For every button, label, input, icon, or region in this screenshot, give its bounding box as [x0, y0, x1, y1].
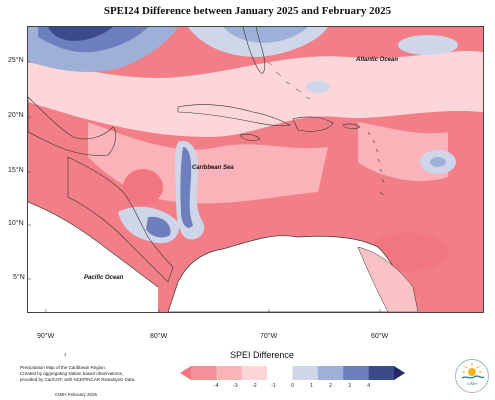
- dry-spot-honduras: [123, 169, 163, 205]
- colorbar-cell: [191, 366, 217, 380]
- land-bahamas: [267, 61, 311, 100]
- footnote-marker: 1: [64, 352, 67, 357]
- pacific-nodata: [28, 202, 158, 312]
- footnote-line-3: provided by CariCOF, with NCEP/NCAR Rean…: [20, 377, 136, 382]
- colorbar-cell: [292, 366, 319, 380]
- lat-label-5n: 5°N: [13, 274, 25, 281]
- footnote-line-2: Created by aggregating station based obs…: [20, 371, 124, 376]
- lat-label-15n: 15°N: [8, 167, 24, 174]
- colorbar-min-arrow: [180, 366, 191, 380]
- coast-pacific: [28, 201, 159, 288]
- map-area: [27, 26, 484, 313]
- label-atlantic-ocean: Atlantic Ocean: [356, 57, 399, 63]
- wet-spot-bahamas: [306, 81, 330, 93]
- wet-zone-caribbean-core: [180, 147, 193, 228]
- lat-label-20n: 20°N: [8, 112, 24, 119]
- lon-label-80w: 80°W: [150, 333, 168, 340]
- legend-colorbar: [180, 366, 405, 380]
- legend-tick-label: -4: [214, 383, 219, 389]
- legend-tick-label: -3: [233, 383, 238, 389]
- logo-text: CIMH: [466, 381, 478, 386]
- land-mexico: [28, 96, 117, 156]
- wet-zone-ne: [398, 35, 458, 55]
- land-florida: [242, 27, 266, 74]
- land-hispaniola: [292, 116, 334, 132]
- legend-tick-label: 4: [367, 383, 371, 389]
- legend-tick-label: 0: [291, 383, 294, 389]
- legend-tick-label: 3: [348, 383, 351, 389]
- legend-tick-label: -2: [252, 383, 257, 389]
- footnote-line-1: Precipitation Map of the Caribbean Regio…: [20, 365, 107, 370]
- label-caribbean-sea: Caribbean Sea: [192, 165, 234, 171]
- lat-label-10n: 10°N: [8, 220, 24, 227]
- spei-map: [28, 27, 483, 312]
- land-central-america: [67, 156, 174, 283]
- colorbar-cell: [216, 366, 243, 380]
- sun-icon: [461, 363, 485, 379]
- map-title: SPEI24 Difference between January 2025 a…: [103, 5, 392, 17]
- label-pacific-ocean: Pacific Ocean: [84, 275, 124, 281]
- cimh-logo: CIMH: [455, 359, 489, 393]
- legend-tick-label: -1: [271, 383, 276, 389]
- colorbar-cell: [368, 366, 395, 380]
- colorbar-cell: [241, 366, 268, 380]
- colorbar-cell: [343, 366, 370, 380]
- graticule-ticks: [28, 61, 381, 312]
- land-jamaica: [239, 133, 261, 141]
- colorbar-cell: [317, 366, 344, 380]
- wet-zone-central-america-core: [146, 216, 171, 238]
- legend-title: SPEI Difference: [230, 350, 294, 360]
- land-puerto-rico: [342, 123, 361, 130]
- wet-spot-atlantic-core: [430, 157, 446, 167]
- colorbar-cell: [267, 366, 293, 380]
- lon-label-70w: 70°W: [260, 333, 278, 340]
- wet-zone-nw-peak: [48, 27, 113, 41]
- colorbar-max-arrow: [394, 366, 405, 380]
- land-guianas: [357, 246, 419, 312]
- colorbar-cells: [191, 366, 395, 380]
- neutral-zone-north: [28, 50, 483, 138]
- lat-label-25n: 25°N: [8, 57, 24, 64]
- legend-tick-label: 2: [329, 383, 332, 389]
- legend-tick-label: 1: [310, 383, 313, 389]
- footnote-credit: CIMH February 2025: [55, 392, 98, 397]
- lon-label-60w: 60°W: [371, 333, 389, 340]
- land-lesser-antilles: [367, 131, 385, 196]
- lon-label-90w: 90°W: [37, 333, 55, 340]
- land-cuba: [177, 104, 291, 127]
